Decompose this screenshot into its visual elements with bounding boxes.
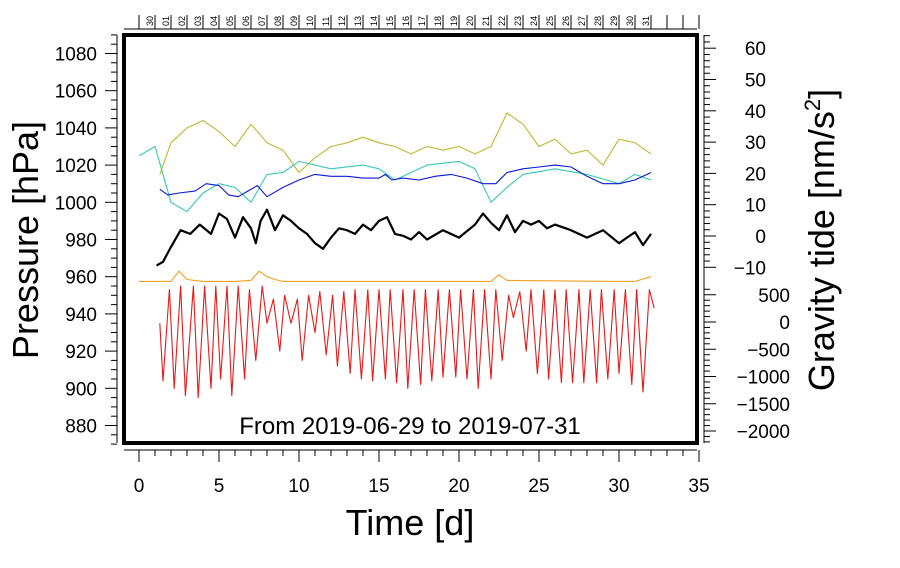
- series-line-blue: [159, 164, 652, 198]
- top-day-label: 08: [273, 16, 283, 26]
- y-left-tick-label: 1020: [55, 156, 97, 177]
- y-right-lower-tick-label: −2000: [737, 422, 790, 443]
- series-line-black: [156, 208, 652, 267]
- y-left-tick-label: 980: [65, 231, 97, 252]
- y-left-tick-label: 1080: [55, 45, 97, 66]
- y-right-upper-tick-label: 50: [745, 71, 766, 92]
- y-right-lower-tick-label: 500: [758, 286, 790, 307]
- top-day-label: 23: [513, 16, 523, 26]
- top-day-label: 01: [161, 16, 171, 26]
- y-left-tick-label: 900: [65, 379, 97, 400]
- top-day-label: 22: [497, 16, 507, 26]
- y-right-upper-tick-label: 30: [745, 133, 766, 154]
- chart-title: From 2019-06-29 to 2019-07-31: [239, 413, 581, 440]
- x-tick-label: 10: [288, 476, 309, 497]
- top-day-label: 30: [625, 16, 635, 26]
- y-right-lower-tick-label: −1000: [737, 368, 790, 389]
- y-left-tick-label: 1060: [55, 82, 97, 103]
- x-tick-label: 30: [608, 476, 629, 497]
- top-day-label: 02: [177, 16, 187, 26]
- top-day-label: 11: [321, 17, 331, 26]
- y-left-axis-label: Pressure [hPa]: [5, 121, 46, 359]
- y-right-label-end: ]: [801, 89, 842, 99]
- y-left-tick-label: 940: [65, 305, 97, 326]
- top-day-label: 19: [449, 16, 459, 26]
- top-day-label: 20: [465, 16, 475, 26]
- top-day-label: 04: [209, 16, 219, 26]
- series-line-red: [159, 285, 655, 399]
- x-tick-label: 0: [134, 476, 145, 497]
- top-day-label: 24: [529, 16, 539, 26]
- series-line-orange: [139, 270, 652, 282]
- top-day-label: 05: [225, 16, 235, 26]
- y-right-upper-tick-label: 10: [745, 196, 766, 217]
- x-tick-label: 5: [214, 476, 225, 497]
- plot-frame-layer: [122, 33, 699, 445]
- x-tick-label: 35: [688, 476, 709, 497]
- top-day-label: 30: [145, 16, 155, 26]
- top-day-label: 21: [481, 16, 491, 26]
- y-right-label-main: Gravity tide [nm/s: [801, 111, 842, 391]
- top-day-label: 27: [577, 16, 587, 26]
- top-day-label: 07: [257, 16, 267, 26]
- x-axis-label: Time [d]: [346, 502, 475, 543]
- y-left-tick-label: 1040: [55, 119, 97, 140]
- top-day-label: 03: [193, 16, 203, 26]
- y-right-label-sup: 2: [800, 99, 825, 111]
- top-day-label: 17: [417, 16, 427, 26]
- top-day-label: 18: [433, 16, 443, 26]
- y-left-tick-label: 880: [65, 417, 97, 438]
- top-day-label: 13: [353, 16, 363, 26]
- series-line-olive: [159, 112, 652, 175]
- x-tick-label: 20: [448, 476, 469, 497]
- top-day-label: 09: [289, 16, 299, 26]
- y-right-upper-tick-label: 0: [755, 227, 766, 248]
- y-left-tick-label: 1000: [55, 193, 97, 214]
- x-tick-label: 15: [368, 476, 389, 497]
- y-right-upper-tick-label: −10: [734, 258, 766, 279]
- top-day-label: 15: [385, 16, 395, 26]
- top-day-label: 25: [545, 16, 555, 26]
- top-day-label: 06: [241, 16, 251, 26]
- y-left-tick-label: 960: [65, 268, 97, 289]
- top-day-label: 28: [593, 16, 603, 26]
- y-right-upper-tick-label: 60: [745, 39, 766, 60]
- y-right-lower-tick-label: 0: [779, 313, 790, 334]
- top-day-label: 31: [641, 16, 651, 26]
- y-right-axis-label: Gravity tide [nm/s2]: [800, 89, 842, 391]
- top-day-label: 29: [609, 16, 619, 26]
- y-right-upper-tick-label: 20: [745, 164, 766, 185]
- series-layer: [138, 112, 655, 399]
- plot-frame: [122, 33, 699, 445]
- top-day-label: 14: [369, 16, 379, 26]
- top-day-label: 16: [401, 16, 411, 26]
- top-day-label: 12: [337, 16, 347, 26]
- y-left-tick-label: 920: [65, 342, 97, 363]
- series-line-cyan: [138, 145, 652, 213]
- y-right-lower-tick-label: −500: [747, 340, 790, 361]
- x-tick-label: 25: [528, 476, 549, 497]
- y-right-upper-tick-label: 40: [745, 102, 766, 123]
- top-day-label: 10: [305, 16, 315, 26]
- top-day-label: 26: [561, 16, 571, 26]
- y-right-lower-tick-label: −1500: [737, 395, 790, 416]
